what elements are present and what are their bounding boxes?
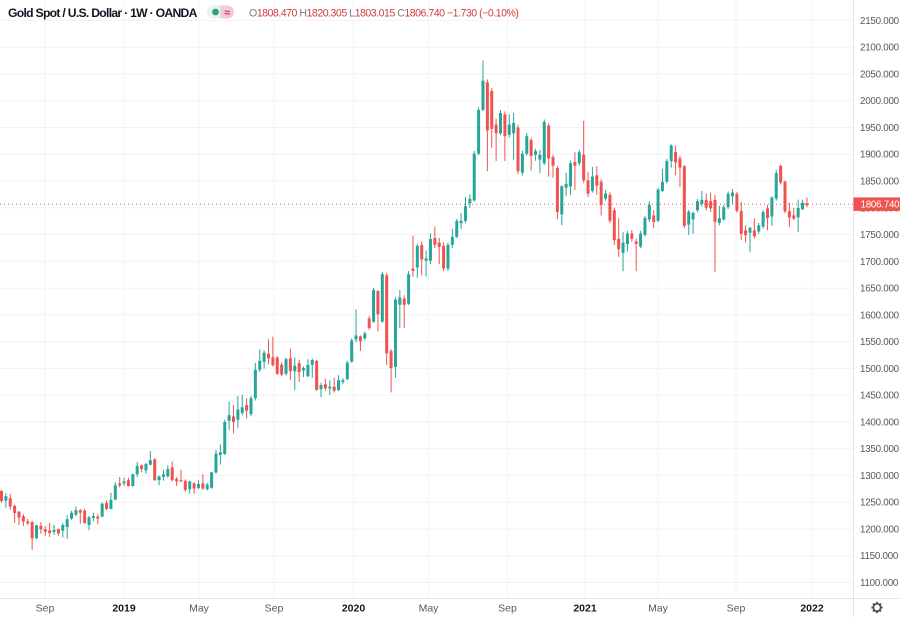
svg-text:Sep: Sep: [727, 603, 746, 615]
svg-text:1650.000: 1650.000: [860, 284, 900, 295]
svg-text:1750.000: 1750.000: [860, 230, 900, 241]
svg-text:1550.000: 1550.000: [860, 337, 900, 348]
svg-text:1400.000: 1400.000: [860, 417, 900, 428]
svg-text:1450.000: 1450.000: [860, 391, 900, 402]
svg-text:2100.000: 2100.000: [860, 43, 900, 54]
svg-text:2022: 2022: [800, 603, 824, 615]
svg-text:1950.000: 1950.000: [860, 123, 900, 134]
svg-text:≈: ≈: [224, 7, 230, 19]
svg-text:2150.000: 2150.000: [860, 16, 900, 27]
svg-text:2019: 2019: [112, 603, 136, 615]
svg-text:May: May: [189, 603, 210, 615]
svg-text:2021: 2021: [573, 603, 597, 615]
svg-text:2050.000: 2050.000: [860, 69, 900, 80]
svg-text:1300.000: 1300.000: [860, 471, 900, 482]
svg-text:1150.000: 1150.000: [860, 551, 899, 562]
svg-text:1200.000: 1200.000: [860, 525, 900, 536]
svg-text:1100.000: 1100.000: [860, 578, 899, 589]
svg-text:1250.000: 1250.000: [860, 498, 900, 509]
svg-text:O1808.470 H1820.305 L1803.01: O1808.470 H1820.305 L1803.015 C1806.740 …: [249, 8, 518, 20]
svg-text:1900.000: 1900.000: [860, 150, 900, 161]
svg-text:1600.000: 1600.000: [860, 310, 900, 321]
svg-text:May: May: [419, 603, 440, 615]
svg-text:1850.000: 1850.000: [860, 177, 900, 188]
svg-text:May: May: [648, 603, 669, 615]
svg-text:1350.000: 1350.000: [860, 444, 900, 455]
svg-text:1806.740: 1806.740: [861, 200, 900, 211]
svg-text:1500.000: 1500.000: [860, 364, 900, 375]
svg-text:Sep: Sep: [498, 603, 517, 615]
svg-text:2000.000: 2000.000: [860, 96, 900, 107]
svg-text:Sep: Sep: [265, 603, 284, 615]
svg-text:Gold Spot / U.S. Dollar · 1W ·: Gold Spot / U.S. Dollar · 1W · OANDA: [8, 6, 198, 20]
svg-text:Sep: Sep: [36, 603, 55, 615]
svg-text:1700.000: 1700.000: [860, 257, 900, 268]
svg-text:2020: 2020: [342, 603, 366, 615]
